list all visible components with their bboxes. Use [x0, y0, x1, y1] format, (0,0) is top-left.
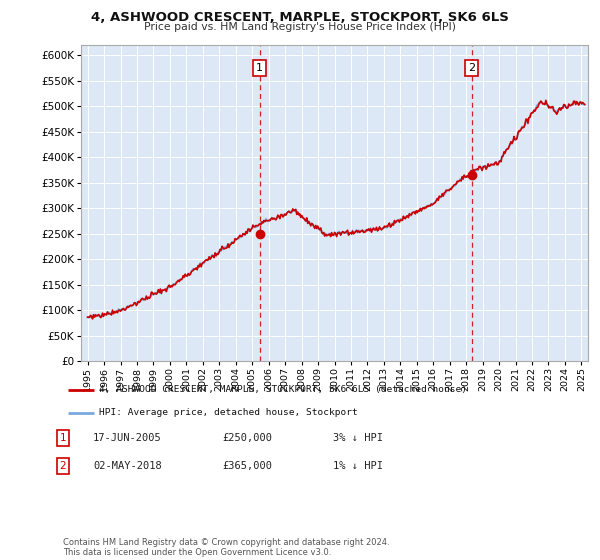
Text: HPI: Average price, detached house, Stockport: HPI: Average price, detached house, Stoc…: [99, 408, 358, 417]
Text: 2: 2: [468, 63, 475, 73]
Text: 17-JUN-2005: 17-JUN-2005: [93, 433, 162, 443]
Text: 3% ↓ HPI: 3% ↓ HPI: [333, 433, 383, 443]
Text: 4, ASHWOOD CRESCENT, MARPLE, STOCKPORT, SK6 6LS (detached house): 4, ASHWOOD CRESCENT, MARPLE, STOCKPORT, …: [99, 385, 467, 394]
Text: 1: 1: [256, 63, 263, 73]
Text: 4, ASHWOOD CRESCENT, MARPLE, STOCKPORT, SK6 6LS: 4, ASHWOOD CRESCENT, MARPLE, STOCKPORT, …: [91, 11, 509, 24]
Text: 1: 1: [59, 433, 67, 443]
Text: Price paid vs. HM Land Registry's House Price Index (HPI): Price paid vs. HM Land Registry's House …: [144, 22, 456, 32]
Text: Contains HM Land Registry data © Crown copyright and database right 2024.
This d: Contains HM Land Registry data © Crown c…: [63, 538, 389, 557]
Text: £365,000: £365,000: [222, 461, 272, 471]
Text: 2: 2: [59, 461, 67, 471]
Text: £250,000: £250,000: [222, 433, 272, 443]
Text: 1% ↓ HPI: 1% ↓ HPI: [333, 461, 383, 471]
Text: 02-MAY-2018: 02-MAY-2018: [93, 461, 162, 471]
